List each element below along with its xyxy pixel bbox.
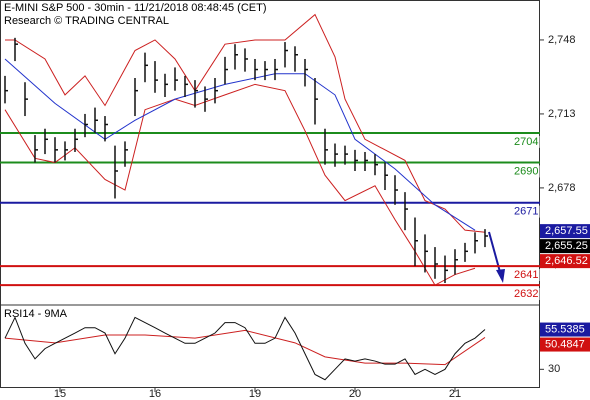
chart-subtitle: Research © TRADING CENTRAL xyxy=(4,15,169,27)
y-tick-label: 2,678 xyxy=(548,182,576,194)
rsi-ma-value-label: 50.4847 xyxy=(545,338,585,350)
x-tick-label: 21 xyxy=(449,388,461,400)
x-tick-label: 19 xyxy=(249,388,261,400)
overlay-line xyxy=(4,83,476,286)
level-label-bg xyxy=(513,288,540,301)
price-label-bg xyxy=(540,224,590,239)
level-label: 2704 xyxy=(514,136,538,148)
rsi-value-label-bg xyxy=(540,322,590,337)
level-label-bg xyxy=(513,165,540,178)
price-label: 2,655.25 xyxy=(545,240,588,252)
y-tick-label: 2,748 xyxy=(548,34,576,46)
rsi-y-tick-label: 30 xyxy=(548,363,560,375)
price-label: 2,657.55 xyxy=(545,225,588,237)
y-tick-label: 2,713 xyxy=(548,108,576,120)
rsi-line xyxy=(4,316,486,381)
price-label: 2,646.52 xyxy=(545,255,588,267)
level-label: 2632 xyxy=(514,288,538,300)
level-label-bg xyxy=(513,205,540,218)
rsi-value-label: 55.5385 xyxy=(545,323,585,335)
level-label-bg xyxy=(513,135,540,148)
price-label-bg xyxy=(540,239,590,254)
rsi-ma-line xyxy=(4,329,486,366)
rsi-title: RSI14 - 9MA xyxy=(4,308,68,320)
x-tick-label: 15 xyxy=(54,388,66,400)
level-label: 2690 xyxy=(514,165,538,177)
x-tick-label: 20 xyxy=(349,388,361,400)
level-label: 2641 xyxy=(514,269,538,281)
overlay-line xyxy=(5,13,486,233)
level-label-bg xyxy=(513,269,540,282)
chart-title: E-MINI S&P 500 - 30min - 11/21/2018 08:4… xyxy=(4,2,267,14)
level-label: 2671 xyxy=(514,206,538,218)
frame xyxy=(0,0,540,388)
x-tick-label: 16 xyxy=(149,388,161,400)
rsi-ma-value-label-bg xyxy=(540,337,590,352)
price-label-bg xyxy=(540,254,590,269)
